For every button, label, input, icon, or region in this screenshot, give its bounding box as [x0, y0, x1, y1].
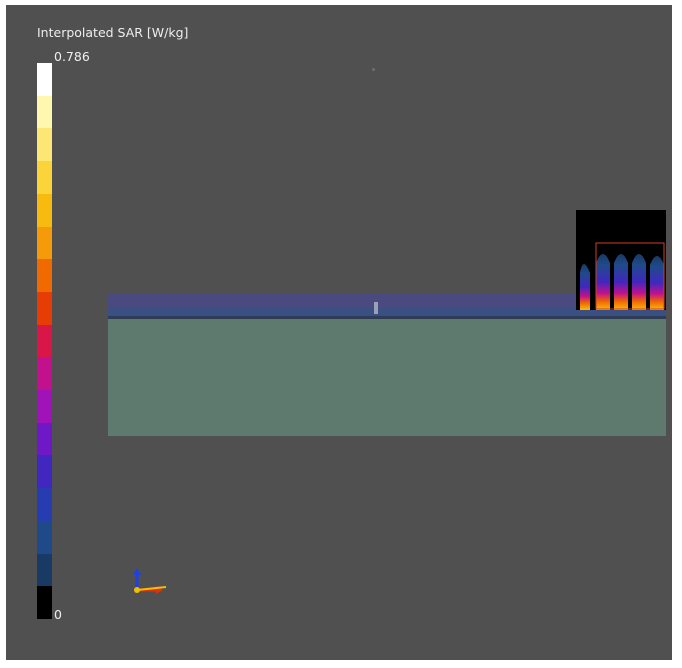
- colorbar-segment: [37, 357, 52, 391]
- colorbar-segment: [37, 161, 52, 194]
- colorbar-title: Interpolated SAR [W/kg]: [37, 25, 189, 40]
- axis-z-arrowhead: [133, 568, 141, 575]
- sar-hotspot-5: [650, 256, 664, 310]
- colorbar-max-label: 0.786: [54, 49, 90, 64]
- phantom-layer-lower: [108, 307, 666, 316]
- colorbar-segment: [37, 520, 52, 554]
- substrate-edge: [108, 316, 666, 319]
- colorbar-segment: [37, 291, 52, 325]
- axes-origin: [134, 587, 140, 593]
- colorbar-segment: [37, 422, 52, 456]
- colorbar-segment: [37, 193, 52, 227]
- colorbar-segment: [37, 63, 52, 96]
- colorbar-segment: [37, 390, 52, 423]
- simulation-scene[interactable]: [6, 5, 672, 660]
- sar-hotspot-1: [580, 264, 590, 310]
- coil-outline: [595, 242, 665, 310]
- colorbar-segment: [37, 324, 52, 358]
- coil-region[interactable]: [576, 210, 666, 310]
- colorbar-segment: [37, 553, 52, 587]
- colorbar-segment: [37, 259, 52, 292]
- sar-hotspot-4: [632, 254, 646, 310]
- colorbar-segment: [37, 128, 52, 162]
- colorbar-segment: [37, 455, 52, 489]
- colorbar-segment: [37, 586, 52, 619]
- colorbar-min-label: 0: [54, 607, 62, 622]
- axis-y-line: [136, 586, 167, 591]
- sar-hotspot-3: [614, 254, 628, 310]
- phantom-layer[interactable]: [108, 293, 666, 307]
- colorbar-segment: [37, 95, 52, 129]
- substrate-block[interactable]: [108, 318, 666, 436]
- colorbar-segment: [37, 226, 52, 260]
- sar-hotspot-2: [596, 254, 610, 310]
- colorbar-segment: [37, 488, 52, 521]
- axes-triad[interactable]: [133, 568, 167, 594]
- 3d-viewport[interactable]: Interpolated SAR [W/kg] 0.786 0: [6, 5, 672, 660]
- center-marker: [374, 302, 378, 314]
- colorbar: [37, 63, 52, 619]
- scene-marker-dot: [372, 68, 375, 71]
